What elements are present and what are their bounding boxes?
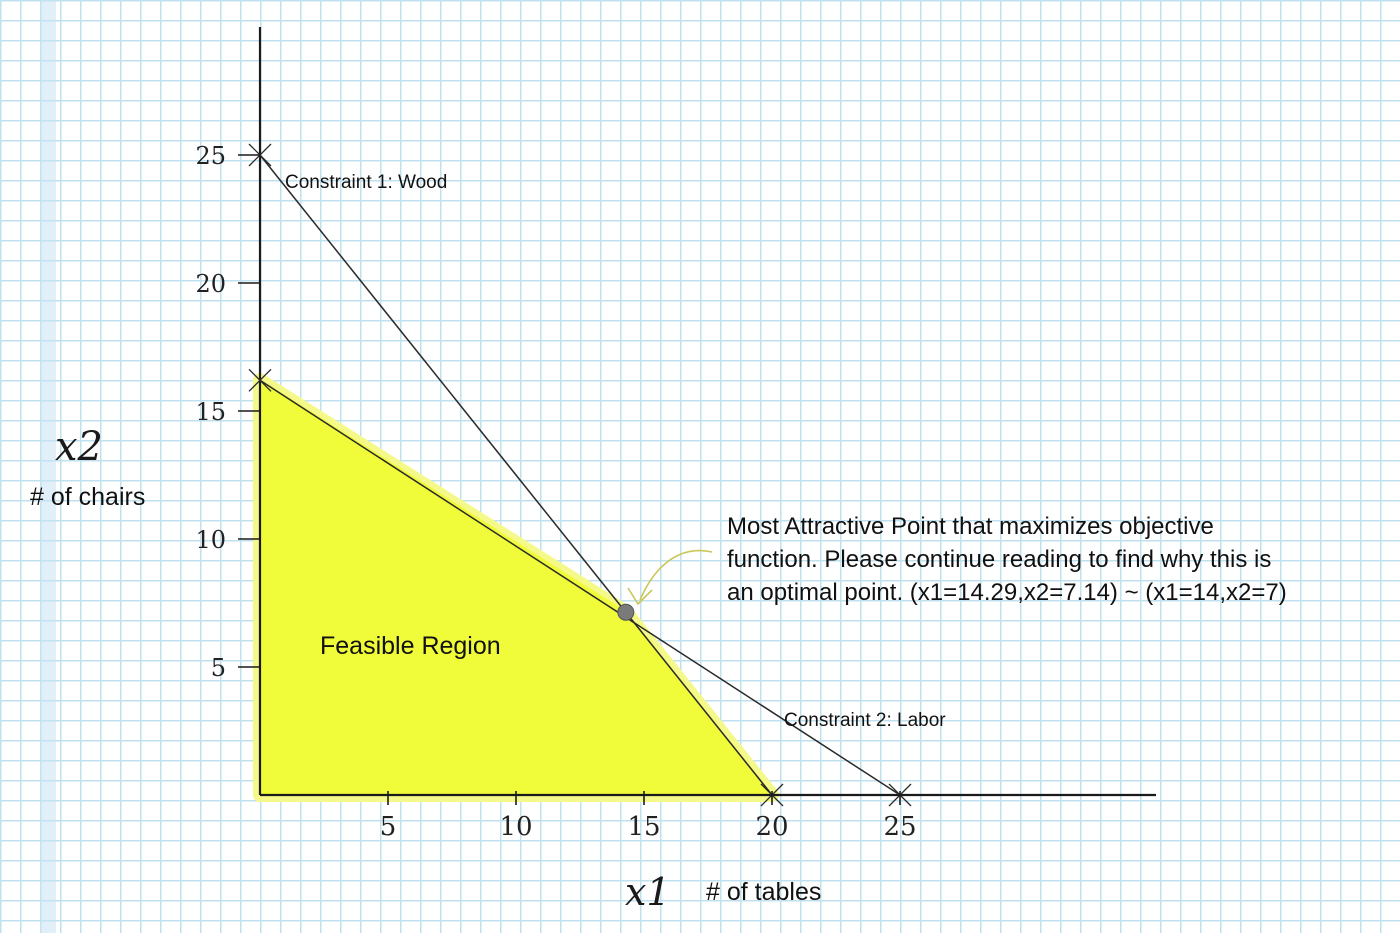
feasible-region-label: Feasible Region bbox=[320, 632, 501, 660]
constraint-1-label: Constraint 1: Wood bbox=[285, 172, 447, 193]
x-tick-label-20: 20 bbox=[755, 812, 788, 842]
feasible-region bbox=[259, 379, 773, 796]
constraint-2-line bbox=[259, 379, 901, 796]
optimal-point bbox=[617, 603, 635, 621]
constraint-2-label: Constraint 2: Labor bbox=[784, 710, 946, 731]
x-tick-label-15: 15 bbox=[627, 812, 660, 842]
x-axis-label: # of tables bbox=[706, 878, 821, 906]
x-tick-label-10: 10 bbox=[499, 812, 532, 842]
x-tick-label-25: 25 bbox=[883, 812, 916, 842]
annotation-line-1: Most Attractive Point that maximizes obj… bbox=[727, 513, 1214, 540]
annotation-line-3: an optimal point. (x1=14.29,x2=7.14) ~ (… bbox=[727, 579, 1287, 606]
x-axis-symbol: x1 bbox=[625, 870, 671, 914]
notebook-margin bbox=[40, 0, 56, 933]
y-tick-label-15: 15 bbox=[195, 398, 226, 426]
x-tick-label-5: 5 bbox=[380, 812, 397, 842]
y-tick-label-5: 5 bbox=[211, 654, 226, 682]
constraint-2-endpoint-1 bbox=[248, 368, 272, 392]
y-tick-label-10: 10 bbox=[195, 526, 226, 554]
y-axis-label: # of chairs bbox=[30, 483, 145, 511]
y-tick-label-25: 25 bbox=[195, 142, 226, 170]
annotation-line-2: function. Please continue reading to fin… bbox=[727, 546, 1271, 573]
y-tick-label-20: 20 bbox=[195, 270, 226, 298]
annotation-arrowhead bbox=[627, 587, 653, 606]
y-axis-symbol: x2 bbox=[55, 424, 103, 470]
annotation-arrow bbox=[639, 549, 713, 601]
constraint-1-line bbox=[259, 154, 773, 796]
